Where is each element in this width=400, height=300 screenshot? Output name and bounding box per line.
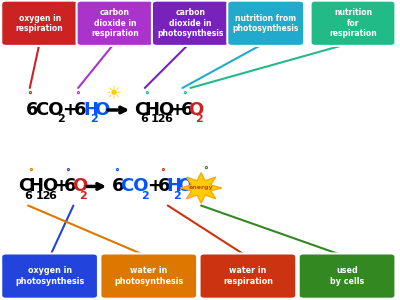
FancyBboxPatch shape — [1, 254, 98, 299]
Text: energy: energy — [189, 185, 214, 190]
Text: O: O — [177, 177, 192, 195]
Text: O: O — [72, 177, 87, 195]
Text: °: ° — [66, 167, 70, 177]
Text: 6: 6 — [73, 101, 86, 119]
Text: 2: 2 — [79, 191, 87, 201]
Text: 6: 6 — [165, 114, 172, 124]
Text: oxygen in
respiration: oxygen in respiration — [16, 14, 64, 33]
Text: C: C — [134, 101, 147, 119]
Text: O: O — [94, 101, 109, 119]
Text: CO: CO — [120, 177, 149, 195]
Text: O: O — [188, 101, 204, 119]
Text: +: + — [53, 177, 68, 195]
Text: 2: 2 — [57, 114, 64, 124]
FancyBboxPatch shape — [76, 1, 154, 46]
Text: carbon
dioxide in
photosynthesis: carbon dioxide in photosynthesis — [157, 8, 224, 38]
FancyBboxPatch shape — [152, 1, 229, 46]
Text: water in
respiration: water in respiration — [223, 266, 273, 286]
Text: +: + — [62, 101, 77, 119]
Text: ☀: ☀ — [105, 85, 121, 103]
Text: +: + — [147, 177, 162, 195]
FancyBboxPatch shape — [200, 254, 296, 299]
FancyBboxPatch shape — [299, 254, 396, 299]
Text: oxygen in
photosynthesis: oxygen in photosynthesis — [15, 266, 84, 286]
Text: C: C — [18, 177, 31, 195]
FancyBboxPatch shape — [227, 1, 304, 46]
Polygon shape — [180, 172, 222, 203]
Text: 12: 12 — [35, 191, 51, 201]
Text: 12: 12 — [151, 114, 167, 124]
Text: 6: 6 — [64, 177, 76, 195]
Text: 2: 2 — [196, 114, 203, 124]
Text: nutrition
for
respiration: nutrition for respiration — [329, 8, 377, 38]
Text: °: ° — [182, 91, 186, 101]
Text: 6: 6 — [140, 114, 148, 124]
Text: 6: 6 — [26, 101, 38, 119]
Text: 6: 6 — [158, 177, 171, 195]
Text: 2: 2 — [90, 114, 98, 124]
Text: °: ° — [204, 166, 208, 176]
Text: °: ° — [160, 167, 165, 177]
Text: 6: 6 — [180, 101, 193, 119]
FancyBboxPatch shape — [1, 1, 78, 46]
Text: °: ° — [75, 91, 80, 101]
Text: O: O — [42, 177, 57, 195]
Text: H: H — [144, 101, 159, 119]
Text: water in
photosynthesis: water in photosynthesis — [114, 266, 183, 286]
Text: carbon
dioxide in
respiration: carbon dioxide in respiration — [91, 8, 139, 38]
FancyBboxPatch shape — [310, 1, 396, 46]
Text: °: ° — [28, 167, 33, 177]
Text: +: + — [169, 101, 184, 119]
Text: °: ° — [114, 167, 119, 177]
FancyBboxPatch shape — [100, 254, 197, 299]
Text: 6: 6 — [24, 191, 32, 201]
Text: 6: 6 — [48, 191, 56, 201]
Text: H: H — [166, 177, 181, 195]
Text: CO: CO — [35, 101, 64, 119]
Text: used
by cells: used by cells — [330, 266, 364, 286]
Text: H: H — [28, 177, 43, 195]
Text: 2: 2 — [173, 191, 181, 201]
Text: 2: 2 — [142, 191, 149, 201]
Text: °: ° — [144, 91, 149, 101]
Text: O: O — [158, 101, 174, 119]
Text: H: H — [83, 101, 98, 119]
Text: 6: 6 — [112, 177, 125, 195]
Text: nutrition from
photosynthesis: nutrition from photosynthesis — [232, 14, 299, 33]
Text: °: ° — [27, 91, 32, 101]
